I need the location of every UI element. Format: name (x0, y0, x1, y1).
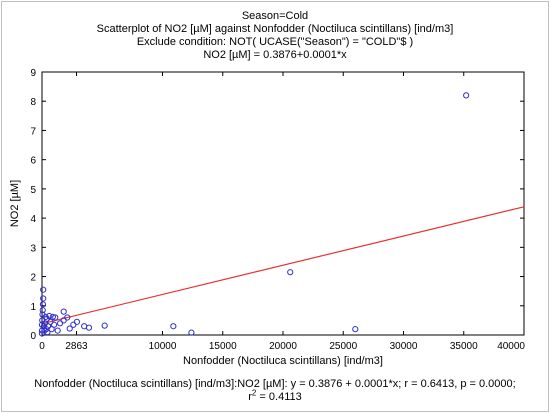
regression-line (41, 206, 525, 325)
y-tick-label: 0 (30, 331, 36, 342)
footer-r-squared: r2 = 0.4113 (2, 388, 548, 404)
data-point (38, 321, 46, 328)
x-tick-label: 20000 (269, 341, 297, 352)
data-point (44, 328, 51, 336)
plot-area-frame (41, 71, 525, 336)
footer-equation: Nonfodder (Noctiluca scintillans) [ind/m… (34, 378, 516, 390)
x-tick-label: 40000 (497, 341, 525, 352)
chart-title-line-3: Exclude condition: NOT( UCASE("Season") … (136, 36, 414, 48)
y-tick-label: 6 (30, 156, 36, 167)
footer-r2-value: = 0.4113 (256, 391, 302, 403)
y-tick-label: 8 (30, 97, 36, 108)
data-point (54, 327, 61, 334)
y-tick-label: 1 (30, 302, 36, 313)
y-tick-label: 4 (30, 214, 36, 225)
data-point (66, 325, 73, 332)
x-tick-label: 25000 (329, 341, 357, 352)
chart-title-line-2: Scatterplot of NO2 [µM] against Nonfodde… (96, 23, 454, 35)
y-axis-label: NO2 [µM] (9, 180, 21, 227)
data-point (39, 301, 47, 308)
data-point (52, 314, 59, 321)
data-point (39, 307, 46, 314)
y-tick-label: 5 (30, 185, 36, 196)
data-point (170, 323, 177, 330)
data-point (38, 327, 46, 334)
y-tick-label: 7 (30, 126, 36, 137)
chart-title-block: Season=Cold Scatterplot of NO2 [µM] agai… (2, 10, 548, 62)
y-tick-label: 9 (30, 68, 36, 79)
footer-r-superscript: 2 (251, 388, 257, 398)
x-tick-label: 0 (39, 341, 45, 352)
footer-r-symbol: r (248, 391, 252, 403)
data-point (56, 320, 64, 327)
y-tick-label: 2 (30, 273, 36, 284)
chart-title-line-1: Season=Cold (241, 10, 309, 22)
x-tick-label: 35000 (450, 341, 478, 352)
data-point (81, 323, 88, 330)
data-point (352, 326, 359, 333)
data-point (49, 313, 56, 320)
data-point (60, 308, 67, 315)
data-point (39, 311, 46, 318)
data-point (463, 92, 470, 99)
data-point (70, 321, 77, 328)
data-point (40, 295, 47, 302)
y-tick-label: 3 (30, 243, 36, 254)
data-point (38, 330, 46, 337)
data-point (287, 269, 294, 276)
x-tick-label: 2863 (65, 341, 88, 352)
x-tick-label: 10000 (149, 341, 177, 352)
data-point (101, 322, 108, 329)
x-tick-label: 15000 (209, 341, 237, 352)
data-point (40, 286, 47, 293)
data-point (188, 329, 195, 336)
data-point (39, 317, 46, 324)
x-axis-label: Nonfodder (Noctiluca scintillans) [ind/m… (183, 355, 383, 367)
chart-footer: Nonfodder (Noctiluca scintillans) [ind/m… (2, 378, 548, 404)
x-tick-label: 30000 (390, 341, 418, 352)
chart-title-line-4: NO2 [µM] = 0.3876+0.0001*x (203, 49, 347, 61)
